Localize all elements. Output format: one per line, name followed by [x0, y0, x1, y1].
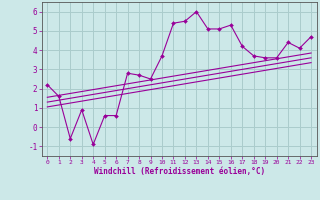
- X-axis label: Windchill (Refroidissement éolien,°C): Windchill (Refroidissement éolien,°C): [94, 167, 265, 176]
